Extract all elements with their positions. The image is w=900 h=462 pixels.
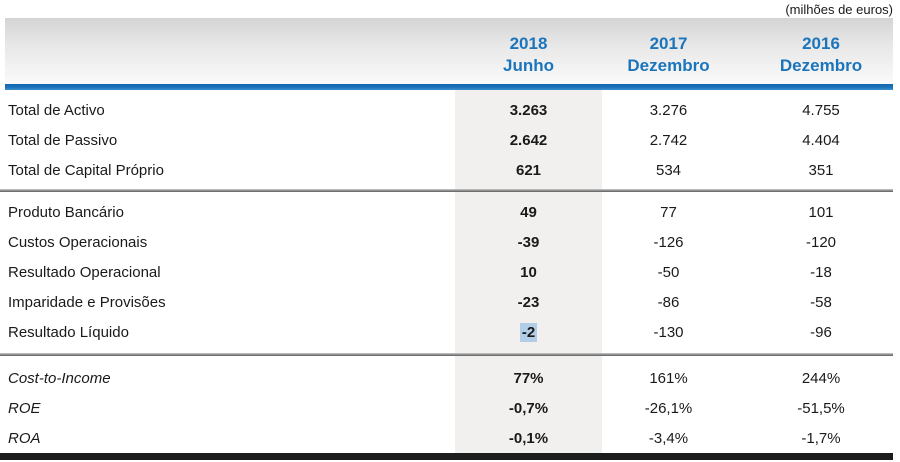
value-2017: 3.276 [649, 102, 688, 119]
value-2016: 351 [808, 162, 834, 179]
value-2018: 10 [520, 264, 537, 281]
period-label: Junho [503, 56, 554, 75]
row-label: Custos Operacionais [8, 234, 148, 251]
value-2017: -26,1% [644, 400, 693, 417]
value-2017: 534 [655, 162, 682, 179]
table-row: Produto Bancário 49 77 101 [0, 198, 893, 228]
value-2016: 101 [808, 204, 834, 221]
value-2018: 2.642 [509, 132, 548, 149]
table-row: Imparidade e Provisões -23 -86 -58 [0, 288, 893, 318]
value-2018: -0,7% [508, 400, 549, 417]
value-2016: -96 [810, 324, 832, 341]
value-2018: -23 [517, 294, 540, 311]
table-row: Resultado Líquido -2 -130 -96 [0, 318, 893, 348]
column-header-2017-dezembro: 2017 Dezembro [602, 25, 735, 77]
current-period-highlight-band [455, 90, 602, 453]
period-label: Dezembro [779, 56, 863, 75]
value-2018: 621 [515, 162, 542, 179]
header-blue-rule [5, 84, 893, 90]
units-note: (milhões de euros) [785, 2, 893, 17]
section-separator [0, 189, 893, 192]
table-row: ROE -0,7% -26,1% -51,5% [0, 394, 893, 424]
selected-text-highlight: -2 [519, 323, 538, 342]
value-2017: -126 [653, 234, 684, 251]
value-2018: 49 [520, 204, 537, 221]
value-2018: -39 [517, 234, 540, 251]
column-header-2018-junho: 2018 Junho [455, 25, 602, 77]
row-label: Resultado Líquido [8, 324, 129, 341]
row-label: ROE [8, 400, 41, 417]
value-2017: 161% [649, 370, 688, 387]
table-row: Total de Activo 3.263 3.276 4.755 [0, 96, 893, 126]
table-row: Cost-to-Income 77% 161% 244% [0, 364, 893, 394]
value-2017: 77 [660, 204, 677, 221]
value-2016: -51,5% [797, 400, 845, 417]
value-2017: 2.742 [649, 132, 688, 149]
income-statement-section: Produto Bancário 49 77 101 Custos Operac… [0, 192, 893, 348]
row-label: Total de Activo [8, 102, 105, 119]
value-2016: -18 [810, 264, 832, 281]
row-label: Resultado Operacional [8, 264, 161, 281]
value-2017: -50 [657, 264, 680, 281]
row-label: Total de Capital Próprio [8, 162, 164, 179]
value-2016: -58 [810, 294, 832, 311]
table-row: Total de Passivo 2.642 2.742 4.404 [0, 126, 893, 156]
value-2018: -0,1% [508, 430, 549, 447]
table-header-row: 2018 Junho 2017 Dezembro 2016 Dezembro [0, 18, 893, 84]
table-row: Total de Capital Próprio 621 534 351 [0, 156, 893, 186]
column-header-2016-dezembro: 2016 Dezembro [735, 25, 893, 77]
value-2016: 4.404 [802, 132, 840, 149]
year-label: 2017 [649, 34, 688, 53]
row-label: Produto Bancário [8, 204, 124, 221]
ratios-section: Cost-to-Income 77% 161% 244% ROE -0,7% -… [0, 356, 893, 454]
row-label: Imparidade e Provisões [8, 294, 166, 311]
row-label: ROA [8, 430, 41, 447]
table-header-background [5, 18, 893, 84]
value-2016: 244% [801, 370, 841, 387]
row-label: Total de Passivo [8, 132, 118, 149]
period-label: Dezembro [627, 56, 710, 75]
value-2017: -86 [657, 294, 680, 311]
row-label: Cost-to-Income [8, 370, 111, 387]
year-label: 2018 [509, 34, 548, 53]
value-2017: -130 [653, 324, 684, 341]
value-2018-selected: -2 [455, 318, 602, 348]
value-2017: -3,4% [648, 430, 689, 447]
value-2018: 3.263 [509, 102, 548, 119]
table-bottom-rule [0, 453, 893, 460]
table-row: Custos Operacionais -39 -126 -120 [0, 228, 893, 258]
table-body: Total de Activo 3.263 3.276 4.755 Total … [0, 90, 893, 454]
value-2016: 4.755 [802, 102, 840, 119]
section-separator [0, 353, 893, 356]
table-row: ROA -0,1% -3,4% -1,7% [0, 424, 893, 454]
value-2016: -1,7% [801, 430, 841, 447]
value-2016: -120 [805, 234, 837, 251]
balance-sheet-section: Total de Activo 3.263 3.276 4.755 Total … [0, 90, 893, 186]
year-label: 2016 [802, 34, 840, 53]
table-row: Resultado Operacional 10 -50 -18 [0, 258, 893, 288]
value-2018: 77% [513, 370, 544, 387]
